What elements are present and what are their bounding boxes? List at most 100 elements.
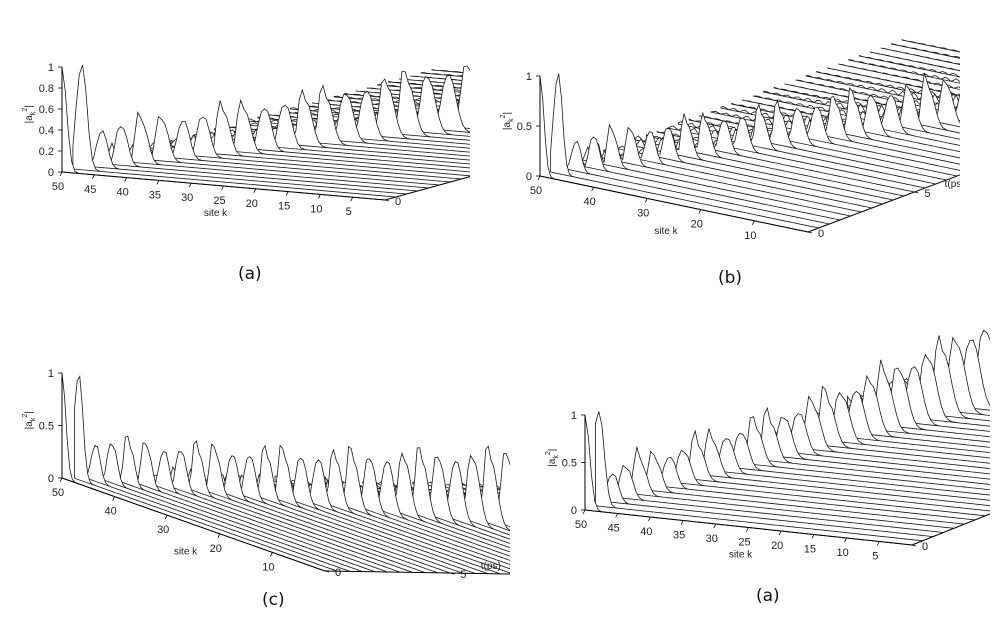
surface-lines (61, 372, 510, 575)
k-tick (591, 187, 594, 192)
time-slice-line (74, 375, 338, 572)
k-axis (61, 477, 326, 572)
time-slice-line (126, 120, 451, 183)
time-slice-line (605, 473, 934, 537)
t-tick-label: 0 (395, 196, 401, 208)
k-tick (59, 477, 63, 483)
k-tick-label: 20 (246, 198, 258, 210)
time-slice-line (710, 416, 990, 491)
time-slice-line (124, 442, 388, 573)
k-tick-label: 35 (673, 530, 685, 542)
z-tick-label: 0 (48, 167, 54, 179)
z-tick-label: 0.5 (562, 458, 577, 470)
k-tick (59, 171, 63, 177)
t-tick-label: 5 (924, 188, 930, 200)
z-tick-label: 0.8 (39, 83, 54, 95)
time-slice-line (111, 435, 376, 573)
time-slice-line (658, 449, 986, 517)
z-tick-label: 0.6 (39, 104, 54, 116)
time-slice-line (679, 428, 990, 507)
k-tick (124, 177, 127, 182)
x-axis-label: site k (729, 550, 753, 561)
k-tick-label: 10 (262, 561, 274, 573)
k-tick (876, 541, 880, 546)
z-tick-label: 1 (526, 71, 532, 83)
time-slice-line (116, 115, 440, 186)
k-tick (644, 198, 648, 203)
k-tick (221, 185, 224, 191)
k-tick (188, 183, 192, 188)
k-tick (253, 188, 257, 193)
t-tick (324, 570, 330, 573)
time-slice-line (869, 51, 960, 72)
k-tick-label: 5 (872, 551, 878, 563)
time-slice-line (149, 451, 413, 573)
z-axis-label: |ak2| (500, 112, 515, 130)
k-tick (164, 515, 168, 520)
k-tick-label: 35 (149, 189, 161, 201)
z-tick-label: 0.5 (517, 121, 532, 133)
z-tick-label: 1 (48, 368, 54, 380)
t-tick-label: 0 (818, 228, 824, 240)
k-tick (778, 530, 782, 536)
k-tick-label: 50 (530, 185, 542, 197)
time-slice-line (595, 411, 923, 542)
z-tick-label: 0.4 (39, 125, 54, 137)
k-tick-label: 30 (181, 192, 193, 204)
k-tick-label: 25 (738, 537, 750, 549)
k-tick-label: 50 (52, 487, 64, 499)
time-slice-line (420, 72, 470, 78)
time-slice-line (136, 450, 401, 573)
z-tick-label: 0 (526, 171, 532, 183)
time-slice-line (560, 140, 830, 225)
k-tick-label: 30 (157, 524, 169, 536)
time-slice-line (880, 47, 960, 65)
time-slice-line (858, 54, 960, 78)
k-tick-label: 25 (213, 195, 225, 207)
t-tick-label: 0 (922, 541, 928, 553)
y-axis-label: t(ps) (481, 561, 501, 572)
time-slice-line (603, 131, 872, 209)
time-slice-line (99, 443, 363, 572)
t-tick (914, 191, 919, 194)
k-tick-label: 5 (346, 206, 352, 218)
k-tick (811, 534, 815, 539)
caption-c: (c) (262, 590, 285, 610)
k-tick-label: 50 (575, 519, 587, 531)
time-slice-line (72, 64, 396, 198)
time-slice-line (616, 464, 944, 533)
z-axis-label: |ak2| (22, 105, 37, 123)
k-tick (844, 537, 847, 543)
k-tick-label: 45 (84, 184, 96, 196)
time-slice-line (614, 127, 883, 205)
time-slice-line (890, 43, 960, 59)
t-axis (384, 176, 470, 201)
time-slice-line (174, 443, 438, 574)
t-axis (911, 513, 990, 546)
time-slice-line (700, 432, 990, 496)
t-axis (807, 174, 960, 233)
k-tick (680, 520, 684, 525)
time-slice-line (731, 416, 990, 480)
caption-a-top: (a) (238, 264, 262, 284)
time-slice-line (647, 456, 976, 521)
k-tick (285, 191, 289, 196)
k-tick-label: 40 (104, 506, 116, 518)
k-tick (350, 197, 354, 202)
time-slice-line (666, 103, 936, 185)
t-tick-label: 5 (460, 569, 466, 581)
k-tick (318, 194, 321, 199)
k-tick (648, 516, 651, 522)
time-slice-line (637, 450, 965, 525)
k-tick-label: 30 (706, 533, 718, 545)
time-slice-line (668, 429, 990, 512)
z-tick-label: 1 (571, 410, 577, 422)
k-tick-label: 20 (691, 219, 703, 231)
z-tick-label: 0.2 (39, 146, 54, 158)
k-tick-label: 20 (771, 540, 783, 552)
time-slice-line (431, 69, 470, 74)
